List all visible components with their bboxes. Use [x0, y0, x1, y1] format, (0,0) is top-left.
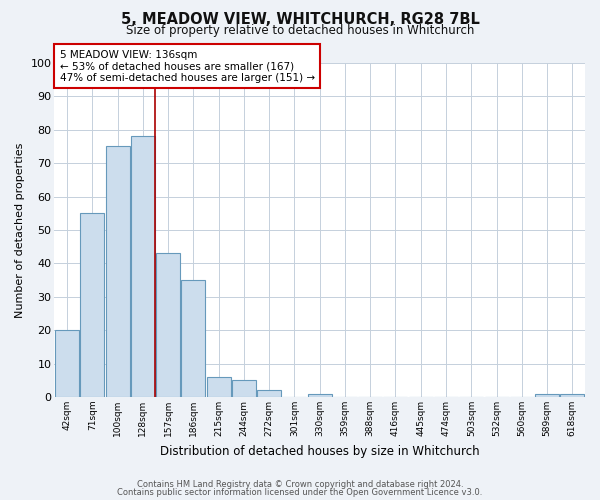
- Text: 5 MEADOW VIEW: 136sqm
← 53% of detached houses are smaller (167)
47% of semi-det: 5 MEADOW VIEW: 136sqm ← 53% of detached …: [59, 50, 315, 82]
- Text: Contains public sector information licensed under the Open Government Licence v3: Contains public sector information licen…: [118, 488, 482, 497]
- Bar: [308, 394, 332, 397]
- Bar: [106, 146, 130, 397]
- Bar: [55, 330, 79, 397]
- Bar: [80, 214, 104, 397]
- Bar: [181, 280, 205, 397]
- Bar: [257, 390, 281, 397]
- Bar: [156, 254, 180, 397]
- Text: Contains HM Land Registry data © Crown copyright and database right 2024.: Contains HM Land Registry data © Crown c…: [137, 480, 463, 489]
- X-axis label: Distribution of detached houses by size in Whitchurch: Distribution of detached houses by size …: [160, 444, 479, 458]
- Bar: [131, 136, 155, 397]
- Text: 5, MEADOW VIEW, WHITCHURCH, RG28 7BL: 5, MEADOW VIEW, WHITCHURCH, RG28 7BL: [121, 12, 479, 28]
- Bar: [535, 394, 559, 397]
- Y-axis label: Number of detached properties: Number of detached properties: [15, 142, 25, 318]
- Bar: [232, 380, 256, 397]
- Bar: [560, 394, 584, 397]
- Text: Size of property relative to detached houses in Whitchurch: Size of property relative to detached ho…: [126, 24, 474, 37]
- Bar: [206, 377, 230, 397]
